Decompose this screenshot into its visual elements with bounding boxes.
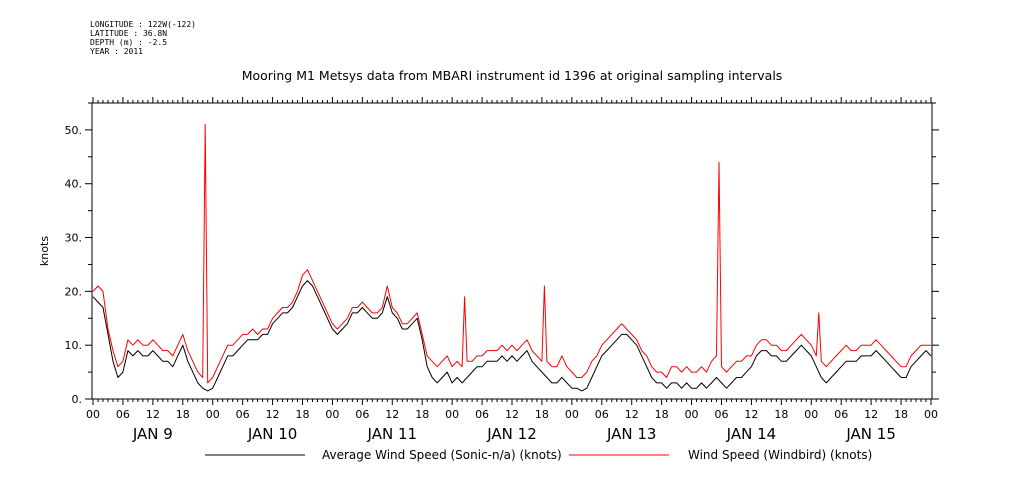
plot-frame xyxy=(91,102,933,400)
x-tick-label: 06 xyxy=(834,408,848,421)
x-tick-label: 00 xyxy=(445,408,459,421)
x-tick-label: 06 xyxy=(355,408,369,421)
x-tick-label: 18 xyxy=(296,408,310,421)
series-line-sonic xyxy=(92,280,932,392)
y-tick-label: 0. xyxy=(72,393,83,406)
meta-year: YEAR : 2011 xyxy=(90,47,143,56)
x-tick-label: 06 xyxy=(116,408,130,421)
y-tick-label: 40. xyxy=(65,178,83,191)
x-tick-label: 00 xyxy=(325,408,339,421)
chart-title: Mooring M1 Metsys data from MBARI instru… xyxy=(242,68,783,83)
x-tick-label: 00 xyxy=(565,408,579,421)
y-tick-label: 20. xyxy=(65,285,83,298)
series-lines xyxy=(92,124,932,392)
meta-latitude: LATITUDE : 36.8N xyxy=(90,29,168,38)
y-tick-labels: 0. 10. 20. 30. 40. 50. xyxy=(65,124,83,406)
x-tick-label: 18 xyxy=(415,408,429,421)
x-tick-label: 06 xyxy=(715,408,729,421)
x-tick-label: 00 xyxy=(804,408,818,421)
day-label: JAN 9 xyxy=(132,425,173,443)
x-tick-label: 12 xyxy=(864,408,878,421)
y-tick-label: 10. xyxy=(65,339,83,352)
y-axis-label: knots xyxy=(38,236,51,266)
x-tick-label: 12 xyxy=(146,408,160,421)
x-tick-label: 18 xyxy=(176,408,190,421)
x-tick-label: 18 xyxy=(535,408,549,421)
x-tick-label: 12 xyxy=(625,408,639,421)
x-tick-label: 00 xyxy=(206,408,220,421)
y-tick-label: 50. xyxy=(65,124,83,137)
x-tick-label: 12 xyxy=(505,408,519,421)
x-tick-label: 12 xyxy=(744,408,758,421)
legend-label-sonic: Average Wind Speed (Sonic-n/a) (knots) xyxy=(322,448,562,462)
metadata-block: LONGITUDE : 122W(-122) LATITUDE : 36.8N … xyxy=(90,20,196,56)
x-tick-label: 18 xyxy=(774,408,788,421)
x-tick-label: 12 xyxy=(385,408,399,421)
day-label: JAN 10 xyxy=(247,425,298,443)
x-tick-label: 00 xyxy=(924,408,938,421)
tick-marks xyxy=(85,97,939,405)
x-tick-label: 06 xyxy=(236,408,250,421)
x-tick-label: 00 xyxy=(685,408,699,421)
x-tick-label: 06 xyxy=(595,408,609,421)
meta-longitude: LONGITUDE : 122W(-122) xyxy=(90,20,196,29)
y-tick-label: 30. xyxy=(65,232,83,245)
x-tick-labels: 00 06 12 18 00 06 12 18 00 06 12 18 00 06 12 18 00 06 12 18… xyxy=(86,408,938,421)
day-label: JAN 14 xyxy=(726,425,777,443)
x-tick-label: 18 xyxy=(894,408,908,421)
meta-depth: DEPTH (m) : -2.5 xyxy=(90,38,168,47)
day-labels: JAN 9 JAN 10 JAN 11 JAN 12 JAN 13 JAN 14 JAN 1… xyxy=(132,425,896,443)
x-tick-label: 12 xyxy=(266,408,280,421)
day-label: JAN 12 xyxy=(486,425,537,443)
legend-label-windbird: Wind Speed (Windbird) (knots) xyxy=(688,448,872,462)
x-tick-label: 18 xyxy=(655,408,669,421)
x-tick-label: 00 xyxy=(86,408,100,421)
day-label: JAN 11 xyxy=(367,425,418,443)
day-label: JAN 13 xyxy=(606,425,657,443)
x-tick-label: 06 xyxy=(475,408,489,421)
legend: Average Wind Speed (Sonic-n/a) (knots) W… xyxy=(205,448,872,462)
series-line-windbird xyxy=(92,124,931,384)
day-label: JAN 15 xyxy=(845,425,896,443)
